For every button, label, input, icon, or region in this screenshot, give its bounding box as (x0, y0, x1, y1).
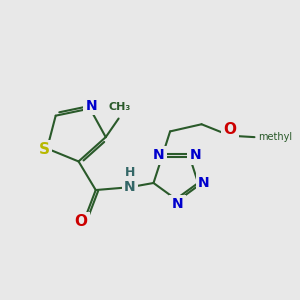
Text: methyl: methyl (258, 132, 292, 142)
Text: S: S (39, 142, 50, 158)
Text: N: N (85, 99, 97, 113)
Text: N: N (153, 148, 164, 162)
Text: N: N (171, 197, 183, 211)
Text: O: O (224, 122, 237, 137)
Text: N: N (124, 180, 136, 194)
Text: H: H (125, 166, 135, 179)
Text: CH₃: CH₃ (109, 102, 131, 112)
Text: N: N (198, 176, 210, 190)
Text: O: O (74, 214, 87, 229)
Text: N: N (190, 148, 201, 162)
